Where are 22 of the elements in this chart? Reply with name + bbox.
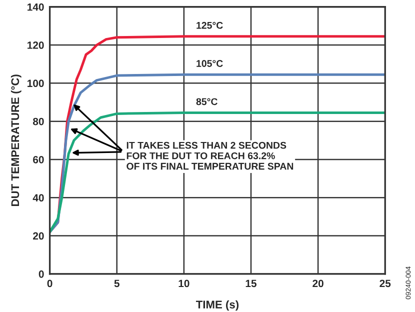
y-tick-label: 40 — [32, 194, 44, 202]
y-tick-label: 60 — [33, 156, 44, 164]
series-label: 85°C — [196, 98, 218, 106]
y-tick-label: 80 — [32, 118, 44, 126]
x-tick-label: 10 — [178, 280, 190, 288]
x-tick-label: 15 — [246, 280, 256, 288]
line-series — [50, 111, 386, 234]
y-tick-label: 100 — [28, 80, 44, 88]
x-axis-title: TIME (s) — [196, 300, 239, 311]
series-label: 125°C — [196, 22, 223, 29]
x-tick-label: 20 — [312, 280, 324, 288]
y-tick-label: 20 — [33, 232, 44, 240]
x-tick-label: 5 — [114, 280, 120, 288]
y-tick-label: 0 — [38, 270, 44, 278]
y-axis-title: DUT TEMPERATURE (°C) — [10, 74, 22, 206]
x-tick-label: 25 — [380, 280, 391, 288]
x-tick-label: 0 — [47, 280, 52, 288]
series-label: 105°C — [196, 60, 223, 67]
annotation: IT TAKES LESS THAN 2 SECONDS FOR THE DUT TO REACH 63.2% OF ITS FINAL TEMPERATURE SPAN — [126, 142, 294, 170]
y-tick-label: 120 — [28, 42, 44, 49]
line-series — [50, 73, 386, 234]
y-tick-label: 140 — [28, 3, 44, 11]
